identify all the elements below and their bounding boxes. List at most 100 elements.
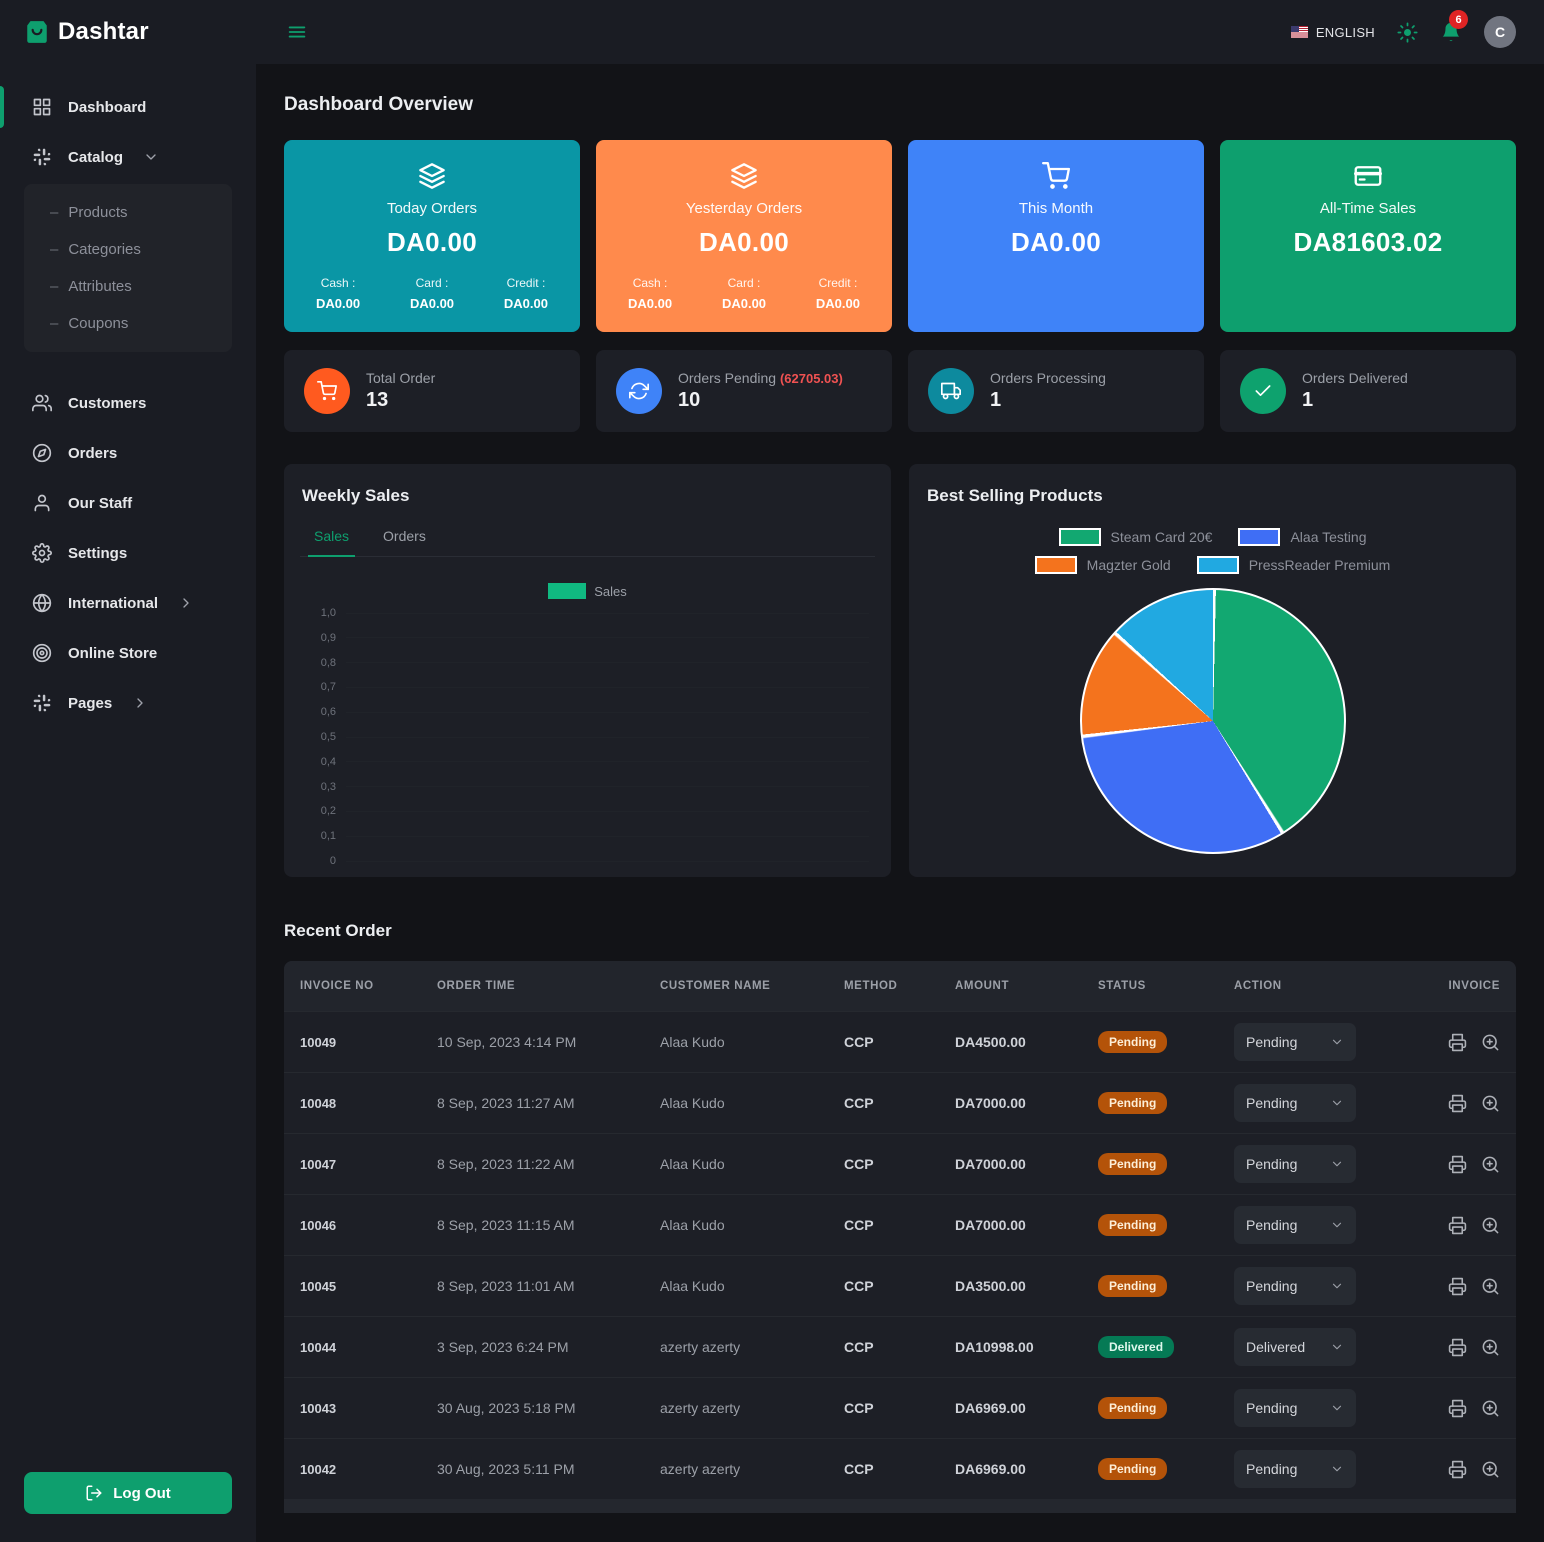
summary-card-amount: DA81603.02 <box>1293 227 1443 257</box>
stat-card-total-order: Total Order 13 <box>284 350 580 432</box>
disc-icon <box>32 643 52 663</box>
view-invoice-button[interactable] <box>1481 1094 1500 1113</box>
stat-note: (62705.03) <box>779 371 843 386</box>
zoom-in-icon <box>1481 1277 1500 1296</box>
print-invoice-button[interactable] <box>1448 1033 1467 1052</box>
gridline <box>346 810 869 812</box>
cell-invoice-actions <box>1406 1155 1500 1174</box>
dash-icon: – <box>50 278 59 295</box>
print-invoice-button[interactable] <box>1448 1460 1467 1479</box>
print-invoice-button[interactable] <box>1448 1338 1467 1357</box>
stat-text: Orders Pending (62705.03) 10 <box>678 370 843 412</box>
sidebar-item-customers[interactable]: Customers <box>0 378 256 428</box>
y-tick-label: 0,4 <box>320 755 336 768</box>
pages-icon <box>32 693 52 713</box>
status-select[interactable]: Pending <box>1234 1145 1356 1183</box>
column-header-order-time: Order Time <box>437 980 516 992</box>
print-invoice-button[interactable] <box>1448 1277 1467 1296</box>
sidebar-item-online-store[interactable]: Online Store <box>0 628 256 678</box>
status-select-value: Pending <box>1246 1156 1298 1172</box>
status-select[interactable]: Pending <box>1234 1206 1356 1244</box>
cell-amount: DA4500.00 <box>955 1034 1026 1050</box>
printer-icon <box>1448 1155 1467 1174</box>
y-axis-tick: 0,1 <box>306 830 869 842</box>
view-invoice-button[interactable] <box>1481 1399 1500 1418</box>
catalog-icon <box>32 147 52 167</box>
tab-sales[interactable]: Sales <box>307 528 356 557</box>
sidebar-item-catalog[interactable]: Catalog <box>0 132 256 182</box>
print-invoice-button[interactable] <box>1448 1399 1467 1418</box>
cell-status: Pending <box>1098 1458 1234 1480</box>
chevron-down-icon <box>1330 1035 1344 1049</box>
print-invoice-button[interactable] <box>1448 1216 1467 1235</box>
view-invoice-button[interactable] <box>1481 1033 1500 1052</box>
theme-toggle-button[interactable] <box>1397 22 1418 43</box>
sidebar-item-dashboard[interactable]: Dashboard <box>0 82 256 132</box>
stat-value: 13 <box>366 389 389 411</box>
cell-method: CCP <box>844 1034 874 1050</box>
status-select[interactable]: Pending <box>1234 1389 1356 1427</box>
breakdown-value: DA0.00 <box>503 296 548 311</box>
sidebar-item-pages[interactable]: Pages <box>0 678 256 728</box>
print-invoice-button[interactable] <box>1448 1094 1467 1113</box>
status-badge: Pending <box>1098 1275 1168 1297</box>
sidebar-item-label: Our Staff <box>68 494 133 512</box>
status-select[interactable]: Pending <box>1234 1084 1356 1122</box>
menu-toggle-button[interactable] <box>286 21 308 43</box>
stat-label: Orders Delivered <box>1302 370 1408 386</box>
status-select[interactable]: Delivered <box>1234 1328 1356 1366</box>
gridline <box>346 761 869 763</box>
logout-button[interactable]: Log Out <box>24 1472 232 1514</box>
cell-amount: DA7000.00 <box>955 1095 1026 1111</box>
avatar[interactable]: C <box>1484 16 1516 48</box>
pie-legend-item: Magzter Gold <box>1034 556 1171 574</box>
cell-invoice-actions <box>1406 1277 1500 1296</box>
main-content: Dashboard Overview Today Orders DA0.00 Cas… <box>256 64 1544 1542</box>
dash-icon: – <box>50 315 59 332</box>
sidebar-item-settings[interactable]: Settings <box>0 528 256 578</box>
language-selector[interactable]: ENGLISH <box>1290 24 1375 40</box>
status-select-value: Pending <box>1246 1095 1298 1111</box>
sidebar-subitem-label: Products <box>68 204 128 221</box>
printer-icon <box>1448 1338 1467 1357</box>
compass-icon <box>32 443 52 463</box>
view-invoice-button[interactable] <box>1481 1338 1500 1357</box>
legend-label: Alaa Testing <box>1290 529 1367 545</box>
status-select[interactable]: Pending <box>1234 1023 1356 1061</box>
language-label: ENGLISH <box>1315 24 1375 40</box>
notifications-button[interactable]: 6 <box>1440 10 1468 43</box>
view-invoice-button[interactable] <box>1481 1155 1500 1174</box>
cell-invoice-no: 10042 <box>300 1461 337 1477</box>
table-header-row: Invoice No Order Time Customer Name Method A… <box>284 961 1516 1011</box>
hamburger-icon <box>286 21 308 43</box>
dash-icon: – <box>50 204 59 221</box>
y-axis-tick: 0,2 <box>306 805 869 817</box>
summary-card-amount: DA0.00 <box>1011 227 1101 257</box>
legend-swatch <box>1238 528 1281 546</box>
print-invoice-button[interactable] <box>1448 1155 1467 1174</box>
view-invoice-button[interactable] <box>1481 1460 1500 1479</box>
check-icon <box>1253 381 1273 401</box>
stat-text: Total Order 13 <box>366 370 435 412</box>
sidebar-item-orders[interactable]: Orders <box>0 428 256 478</box>
sidebar-subitem-coupons[interactable]: – Coupons <box>24 305 232 342</box>
sidebar-subitem-attributes[interactable]: – Attributes <box>24 268 232 305</box>
status-select[interactable]: Pending <box>1234 1267 1356 1305</box>
cell-order-time: 30 Aug, 2023 5:11 PM <box>437 1461 575 1477</box>
table-row: 10046 8 Sep, 2023 11:15 AM Alaa Kudo CCP DA7… <box>284 1194 1516 1255</box>
printer-icon <box>1448 1094 1467 1113</box>
status-select[interactable]: Pending <box>1234 1450 1356 1488</box>
sidebar-item-international[interactable]: International <box>0 578 256 628</box>
tab-orders[interactable]: Orders <box>383 528 426 544</box>
legend-label: Magzter Gold <box>1086 557 1171 573</box>
cart-icon <box>1042 162 1070 190</box>
sidebar-subitem-categories[interactable]: – Categories <box>24 231 232 268</box>
cell-action: Pending <box>1234 1267 1406 1305</box>
sidebar-item-our-staff[interactable]: Our Staff <box>0 478 256 528</box>
view-invoice-button[interactable] <box>1481 1216 1500 1235</box>
view-invoice-button[interactable] <box>1481 1277 1500 1296</box>
pie-legend-row: Steam Card 20€ Alaa Testing <box>1058 528 1367 546</box>
zoom-in-icon <box>1481 1033 1500 1052</box>
sidebar-subitem-products[interactable]: – Products <box>24 194 232 231</box>
table-footer-strip <box>284 1499 1516 1513</box>
